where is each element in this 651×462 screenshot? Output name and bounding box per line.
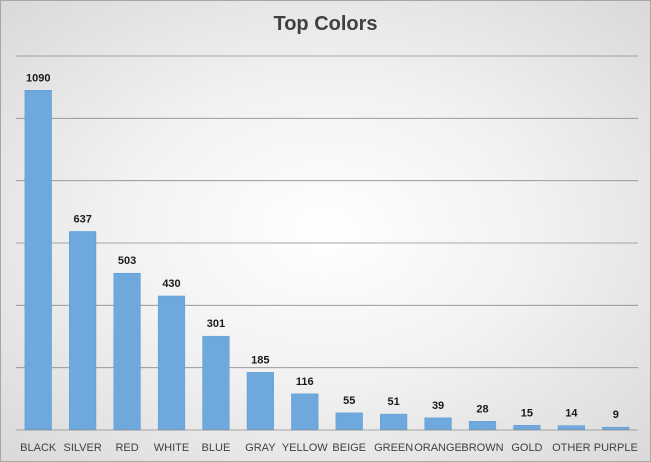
bar-yellow <box>291 393 319 431</box>
bar-brown <box>468 421 497 431</box>
data-label-gold: 15 <box>521 407 533 419</box>
gridlines <box>16 55 638 369</box>
data-labels: 1090 637 503 430 301 185 116 55 51 39 28 15 14 9 <box>26 72 619 421</box>
category-label-silver: SILVER <box>63 442 101 454</box>
data-label-silver: 637 <box>73 213 91 225</box>
category-label-orange: ORANGE <box>414 442 462 454</box>
data-label-gray: 185 <box>251 354 269 366</box>
bars <box>24 90 630 431</box>
data-label-brown: 28 <box>476 403 488 415</box>
category-label-beige: BEIGE <box>332 442 366 454</box>
category-label-brown: BROWN <box>461 442 503 454</box>
bar-beige <box>335 412 363 431</box>
category-label-gray: GRAY <box>245 442 276 454</box>
category-label-blue: BLUE <box>202 442 231 454</box>
bar-white <box>157 295 186 431</box>
category-labels: BLACK SILVER RED WHITE BLUE GRAY YELLOW BEIGE GR… <box>20 442 638 454</box>
category-label-gold: GOLD <box>511 442 542 454</box>
category-label-black: BLACK <box>20 442 57 454</box>
bar-silver <box>69 231 97 431</box>
bar-gold <box>513 425 541 431</box>
category-label-purple: PURPLE <box>594 442 638 454</box>
category-label-other: OTHER <box>552 442 591 454</box>
category-label-yellow: YELLOW <box>282 442 328 454</box>
bar-gray <box>246 372 274 431</box>
data-label-purple: 9 <box>613 409 619 421</box>
bar-red <box>113 272 141 431</box>
data-label-beige: 55 <box>343 395 355 407</box>
bar-other <box>557 425 585 431</box>
data-label-orange: 39 <box>432 400 444 412</box>
data-label-green: 51 <box>388 396 400 408</box>
data-label-yellow: 116 <box>296 376 314 388</box>
bar-blue <box>202 335 230 431</box>
data-label-red: 503 <box>118 255 136 267</box>
bar-green <box>380 413 408 431</box>
data-label-other: 14 <box>565 408 578 420</box>
chart-title: Top Colors <box>273 13 378 35</box>
data-label-blue: 301 <box>207 318 225 330</box>
bar-black <box>24 90 52 431</box>
data-label-white: 430 <box>162 278 180 290</box>
bar-orange <box>424 417 452 431</box>
category-label-red: RED <box>115 442 138 454</box>
category-label-white: WHITE <box>154 442 189 454</box>
data-label-black: 1090 <box>26 72 50 84</box>
bar-purple <box>602 426 630 431</box>
category-label-green: GREEN <box>374 442 413 454</box>
